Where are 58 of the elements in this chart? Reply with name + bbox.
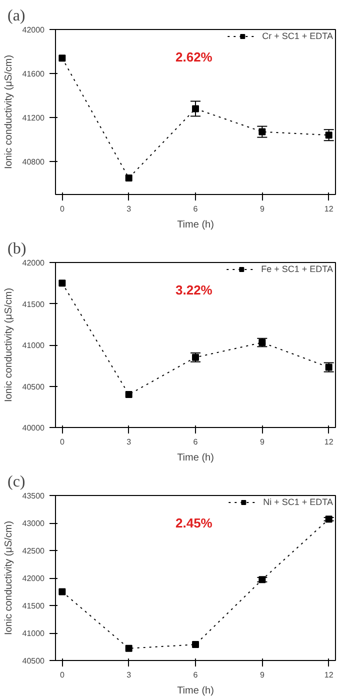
legend-label: Fe + SC1 + EDTA [261, 264, 333, 274]
y-tick-label: 40500 [22, 382, 46, 392]
y-tick-label: 41500 [22, 602, 46, 610]
x-tick-label: 3 [126, 204, 132, 214]
y-tick-label: 41200 [22, 114, 46, 122]
y-axis-title: Ionic conductivity (μS/cm) [3, 520, 14, 636]
x-axis-title: Time (h) [177, 452, 214, 464]
x-axis-title: Time (h) [177, 686, 214, 696]
x-axis-title: Time (h) [177, 220, 214, 230]
x-tick-label: 6 [193, 204, 198, 214]
x-tick-label: 12 [324, 670, 334, 680]
x-tick-label: 9 [260, 670, 265, 680]
y-tick-label: 43500 [22, 492, 46, 500]
x-tick-label: 12 [324, 204, 334, 214]
point [192, 641, 199, 648]
x-tick-label: 0 [60, 670, 65, 680]
y-axis-title: Ionic conductivity (μS/cm) [3, 54, 14, 170]
point [58, 280, 66, 287]
annotation: 2.62% [176, 50, 213, 64]
point [125, 174, 132, 182]
y-tick-label: 42000 [22, 574, 46, 583]
y-tick-label: 43000 [22, 519, 46, 528]
point [125, 644, 132, 652]
point [325, 132, 332, 139]
point [58, 588, 66, 596]
point [325, 516, 332, 523]
point [192, 105, 199, 112]
y-axis-title: Ionic conductivity (μS/cm) [3, 288, 14, 402]
y-tick-label: 41500 [22, 300, 46, 309]
legend-label: Cr + SC1 + EDTA [262, 31, 333, 41]
y-tick-label: 41600 [22, 70, 46, 78]
x-tick-label: 3 [126, 438, 132, 446]
x-tick-label: 6 [193, 438, 198, 446]
annotation: 3.22% [176, 282, 213, 298]
point [258, 128, 266, 136]
point [58, 54, 66, 62]
x-tick-label: 0 [60, 204, 65, 214]
y-tick-label: 42000 [22, 26, 46, 34]
y-tick-label: 41000 [22, 341, 46, 350]
chart-title: (a) [8, 8, 26, 24]
x-tick-label: 9 [260, 204, 265, 214]
annotation: 2.45% [176, 516, 213, 530]
chart-title: (c) [8, 474, 26, 490]
y-tick-label: 42500 [22, 546, 46, 556]
x-tick-label: 6 [193, 670, 198, 680]
point [258, 576, 266, 584]
y-tick-label: 40800 [22, 158, 46, 166]
x-tick-label: 0 [60, 438, 65, 446]
y-tick-label: 40000 [22, 424, 46, 432]
y-tick-label: 42000 [22, 258, 46, 268]
y-tick-label: 41000 [22, 629, 46, 638]
legend-label: Ni + SC1 + EDTA [263, 497, 333, 507]
chart-title: (b) [8, 240, 26, 258]
x-tick-label: 9 [260, 438, 265, 446]
y-tick-label: 40500 [22, 656, 46, 666]
x-tick-label: 12 [324, 438, 334, 446]
x-tick-label: 3 [126, 670, 132, 680]
point [125, 391, 132, 398]
